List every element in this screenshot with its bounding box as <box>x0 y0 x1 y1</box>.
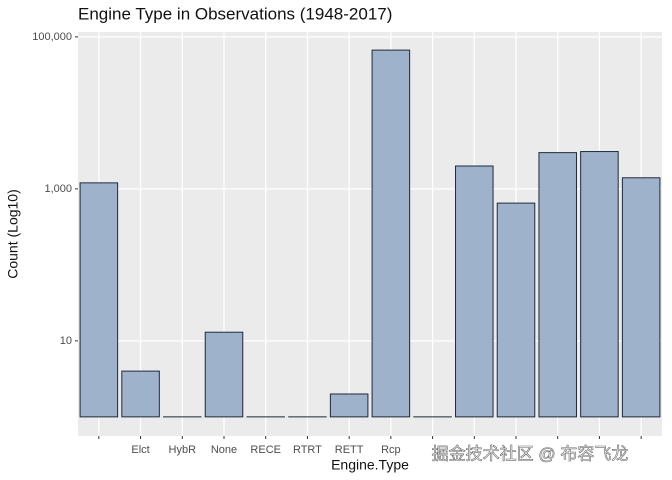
y-tick-label: 10 <box>60 335 72 347</box>
y-tick-label: 1,000 <box>44 183 72 195</box>
bar <box>204 331 244 418</box>
x-tick-label: RTRT <box>293 444 322 456</box>
y-tick-label: 100,000 <box>32 31 72 43</box>
bar <box>79 182 119 418</box>
x-axis-title: Engine.Type <box>331 457 409 473</box>
bar <box>538 152 577 418</box>
x-tick-label: None <box>211 444 237 456</box>
bar <box>455 165 494 418</box>
y-axis-title: Count (Log10) <box>5 189 21 279</box>
bars <box>79 49 661 418</box>
bar <box>371 49 411 418</box>
x-tick-label: HybR <box>169 444 197 456</box>
x-tick-label: RECE <box>250 444 281 456</box>
x-tick-label: RETT <box>335 444 364 456</box>
bar <box>621 177 661 418</box>
bar <box>580 151 619 418</box>
bar <box>121 370 160 418</box>
chart-title: Engine Type in Observations (1948-2017) <box>78 4 392 23</box>
bar <box>496 202 536 418</box>
watermark: 掘金技术社区 @ 布容飞龙 <box>432 444 629 463</box>
bar <box>329 393 369 418</box>
x-tick-label: Rcp <box>381 444 401 456</box>
x-tick-label: Elct <box>131 444 149 456</box>
